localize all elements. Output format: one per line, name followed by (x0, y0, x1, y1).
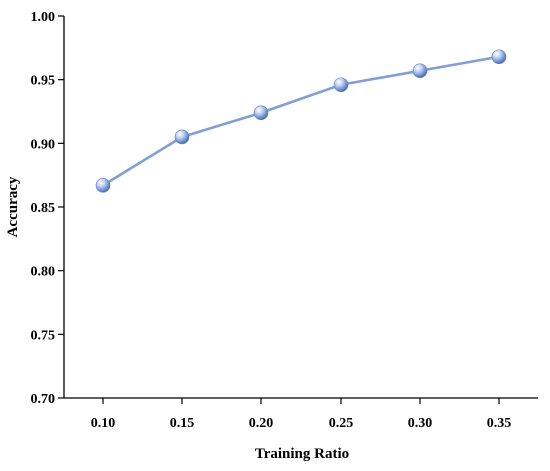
x-axis-ticks: 0.10 0.15 0.20 0.25 0.30 0.35 (91, 398, 512, 431)
series-layer (95, 49, 507, 193)
y-tick-label: 0.90 (31, 137, 56, 152)
y-axis-title: Accuracy (5, 176, 21, 237)
y-axis-ticks: 0.70 0.75 0.80 0.85 0.90 0.95 1.00 (31, 10, 64, 407)
plot-area (63, 16, 538, 399)
data-point (95, 178, 111, 193)
data-point (333, 77, 349, 93)
x-tick-label: 0.25 (329, 416, 354, 431)
data-point (412, 63, 428, 79)
x-tick-label: 0.10 (91, 416, 116, 431)
y-tick-label: 0.70 (31, 392, 56, 407)
x-tick-label: 0.20 (249, 416, 274, 431)
y-tick-label: 0.95 (31, 74, 56, 89)
x-tick-label: 0.35 (487, 416, 512, 431)
data-point (253, 105, 269, 121)
x-tick-label: 0.15 (170, 416, 195, 431)
y-tick-label: 0.75 (31, 328, 56, 343)
series-line (102, 55, 500, 187)
data-point (174, 129, 190, 145)
y-tick-label: 0.80 (31, 265, 56, 280)
x-axis-title: Training Ratio (255, 446, 349, 462)
y-tick-label: 0.85 (31, 201, 56, 216)
y-tick-label: 1.00 (31, 10, 56, 25)
x-tick-label: 0.30 (408, 416, 433, 431)
data-point (491, 49, 507, 65)
